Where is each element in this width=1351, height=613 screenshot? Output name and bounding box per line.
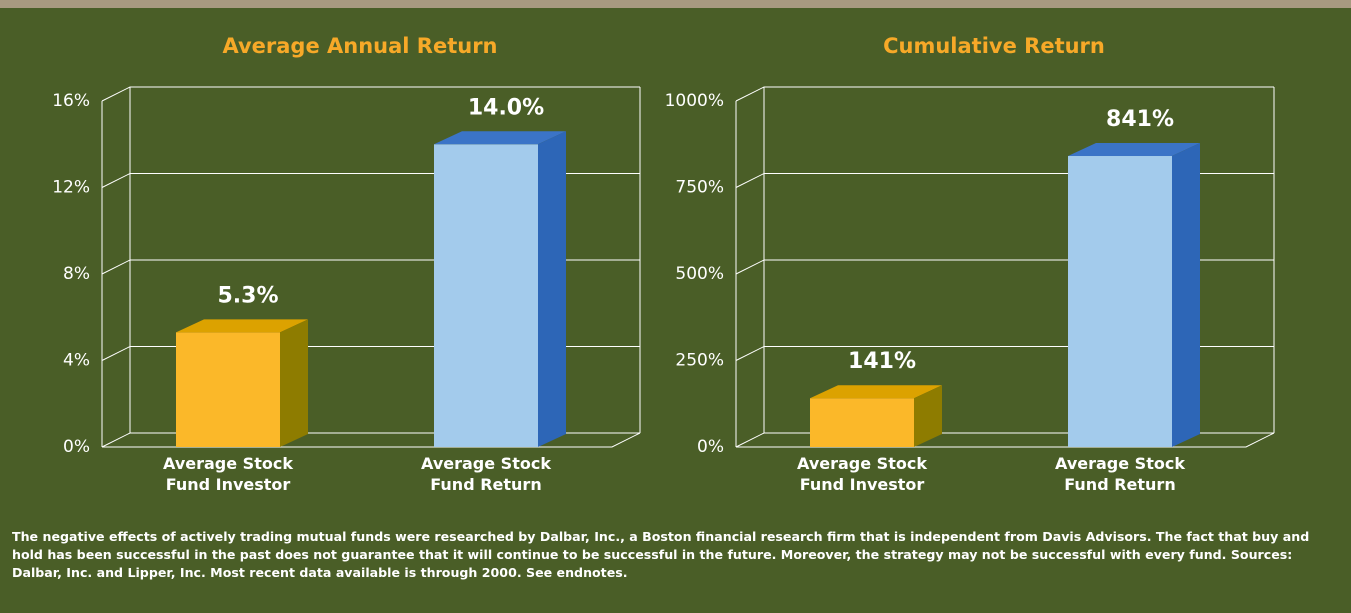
bar-front	[176, 332, 280, 447]
chart-title: Average Annual Return	[222, 34, 497, 58]
footnote: The negative effects of actively trading…	[12, 529, 1310, 580]
y-tick-label: 250%	[675, 351, 724, 371]
bar-side	[280, 319, 308, 447]
value-label: 5.3%	[217, 283, 278, 308]
y-tick-label: 0%	[63, 437, 90, 457]
x-tick-label: Average Stock Fund Investor	[797, 454, 927, 494]
y-tick-label: 8%	[63, 264, 90, 284]
bar-top	[176, 319, 308, 333]
y-tick-label: 500%	[675, 264, 724, 284]
x-tick-label: Average Stock Fund Return	[1055, 454, 1185, 494]
y-tick-label: 750%	[675, 178, 724, 198]
x-tick-label: Average Stock Fund Return	[421, 454, 551, 494]
bar-top	[1068, 143, 1200, 157]
grid-line	[101, 86, 640, 102]
bar-side	[914, 385, 942, 447]
bar-front	[1068, 156, 1172, 447]
bar-side	[538, 131, 566, 447]
grid-line	[735, 86, 1274, 102]
x-tick-label: Average Stock Fund Investor	[163, 454, 293, 494]
chart-title: Cumulative Return	[883, 34, 1105, 58]
value-label: 841%	[1106, 107, 1174, 132]
y-tick-label: 16%	[52, 91, 90, 111]
bar-front	[434, 144, 538, 447]
y-tick-label: 12%	[52, 178, 90, 198]
bar-top	[810, 385, 942, 399]
bar-top	[434, 131, 566, 145]
bar-side	[1172, 143, 1200, 447]
y-tick-label: 0%	[697, 437, 724, 457]
y-tick-label: 1000%	[665, 91, 724, 111]
y-tick-label: 4%	[63, 351, 90, 371]
value-label: 141%	[848, 349, 916, 374]
value-label: 14.0%	[468, 95, 544, 120]
bar-front	[810, 398, 914, 447]
